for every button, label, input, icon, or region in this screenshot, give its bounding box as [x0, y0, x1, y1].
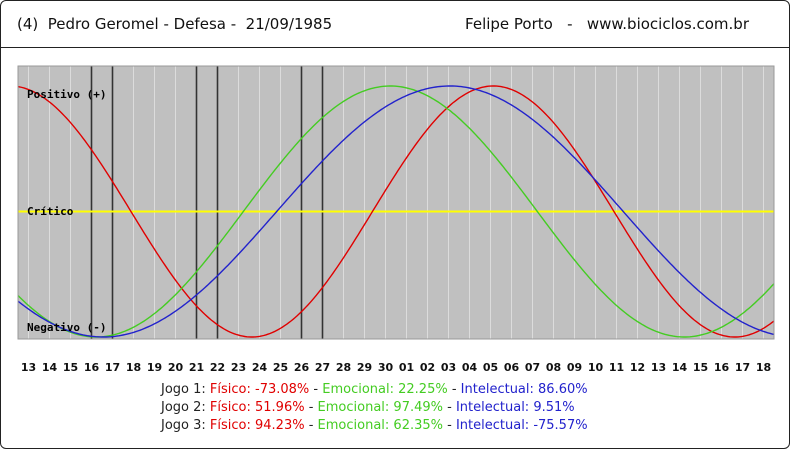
plot-background — [18, 66, 774, 339]
x-tick-label: 27 — [315, 361, 330, 374]
legend-emocional-value: Emocional: 22.25% — [322, 382, 448, 397]
x-tick-label: 14 — [42, 361, 58, 374]
x-tick-label: 13 — [651, 361, 666, 374]
series-line-emocional — [17, 85, 775, 338]
legend-fisico-value: Físico: -73.08% — [209, 382, 310, 397]
series-line-físico — [17, 85, 775, 338]
x-tick-label: 06 — [504, 361, 520, 374]
x-tick-label: 19 — [147, 361, 162, 374]
y-label-positive: Positivo (+) — [27, 88, 106, 101]
x-tick-label: 17 — [735, 361, 750, 374]
x-tick-label: 15 — [693, 361, 708, 374]
biorhythm-chart: Positivo (+) Crítico Negativo (-) 13 14 15 16 1… — [17, 65, 775, 375]
x-tick-label: 24 — [252, 361, 268, 374]
author-credit: Felipe Porto - www.biociclos.com.br — [465, 15, 749, 33]
plot-border — [17, 65, 775, 340]
x-tick-label: 13 — [21, 361, 36, 374]
x-tick-label: 26 — [294, 361, 310, 374]
legend-row: Jogo 1: Físico: -73.08% - Emocional: 22.… — [161, 381, 588, 399]
legend-separator: - — [304, 418, 318, 433]
x-tick-label: 07 — [525, 361, 540, 374]
x-tick-label: 20 — [168, 361, 184, 374]
x-tick-label: 09 — [567, 361, 582, 374]
legend-separator: - — [447, 382, 461, 397]
legend-separator: - — [309, 382, 323, 397]
x-tick-label: 10 — [588, 361, 604, 374]
legend-intelectual-value: Intelectual: -75.57% — [455, 418, 588, 433]
x-tick-label: 28 — [336, 361, 351, 374]
header: (4) Pedro Geromel - Defesa - 21/09/1985 … — [1, 1, 789, 48]
x-tick-label: 25 — [273, 361, 288, 374]
legend-fisico-value: Físico: 94.23% — [209, 418, 305, 433]
legend-intelectual-value: Intelectual: 86.60% — [460, 382, 588, 397]
x-tick-label: 22 — [210, 361, 225, 374]
legend-row: Jogo 2: Físico: 51.96% - Emocional: 97.4… — [161, 399, 575, 417]
x-tick-label: 17 — [105, 361, 120, 374]
x-tick-label: 12 — [630, 361, 645, 374]
legend-row: Jogo 3: Físico: 94.23% - Emocional: 62.3… — [161, 417, 588, 435]
y-label-critical: Crítico — [27, 205, 74, 218]
legend-separator: - — [443, 400, 456, 415]
x-tick-label: 23 — [231, 361, 246, 374]
legend-emocional-value: Emocional: 62.35% — [317, 418, 443, 433]
series-line-intelectual — [17, 85, 775, 338]
x-tick-label: 01 — [399, 361, 414, 374]
legend-fisico-value: Físico: 51.96% — [209, 400, 305, 415]
x-tick-label: 21 — [189, 361, 204, 374]
x-tick-label: 03 — [441, 361, 456, 374]
x-tick-label: 18 — [756, 361, 771, 374]
legend-game-label: Jogo 1: — [161, 382, 210, 397]
x-tick-label: 16 — [714, 361, 730, 374]
legend-separator: - — [304, 400, 318, 415]
legend-game-label: Jogo 2: — [161, 400, 210, 415]
x-tick-label: 14 — [672, 361, 688, 374]
x-tick-label: 08 — [546, 361, 561, 374]
legend-emocional-value: Emocional: 97.49% — [317, 400, 443, 415]
x-tick-label: 16 — [84, 361, 100, 374]
x-tick-label: 04 — [462, 361, 478, 374]
x-tick-label: 05 — [483, 361, 498, 374]
legend-intelectual-value: Intelectual: 9.51% — [455, 400, 575, 415]
legend-game-label: Jogo 3: — [161, 418, 210, 433]
x-tick-label: 18 — [126, 361, 141, 374]
x-tick-label: 11 — [609, 361, 624, 374]
x-tick-label: 15 — [63, 361, 78, 374]
page-title: (4) Pedro Geromel - Defesa - 21/09/1985 — [17, 15, 333, 33]
x-tick-label: 02 — [420, 361, 435, 374]
date-strip — [18, 339, 774, 375]
y-label-negative: Negativo (-) — [27, 321, 106, 334]
legend-separator: - — [443, 418, 456, 433]
x-tick-label: 30 — [378, 361, 394, 374]
x-tick-label: 29 — [357, 361, 372, 374]
